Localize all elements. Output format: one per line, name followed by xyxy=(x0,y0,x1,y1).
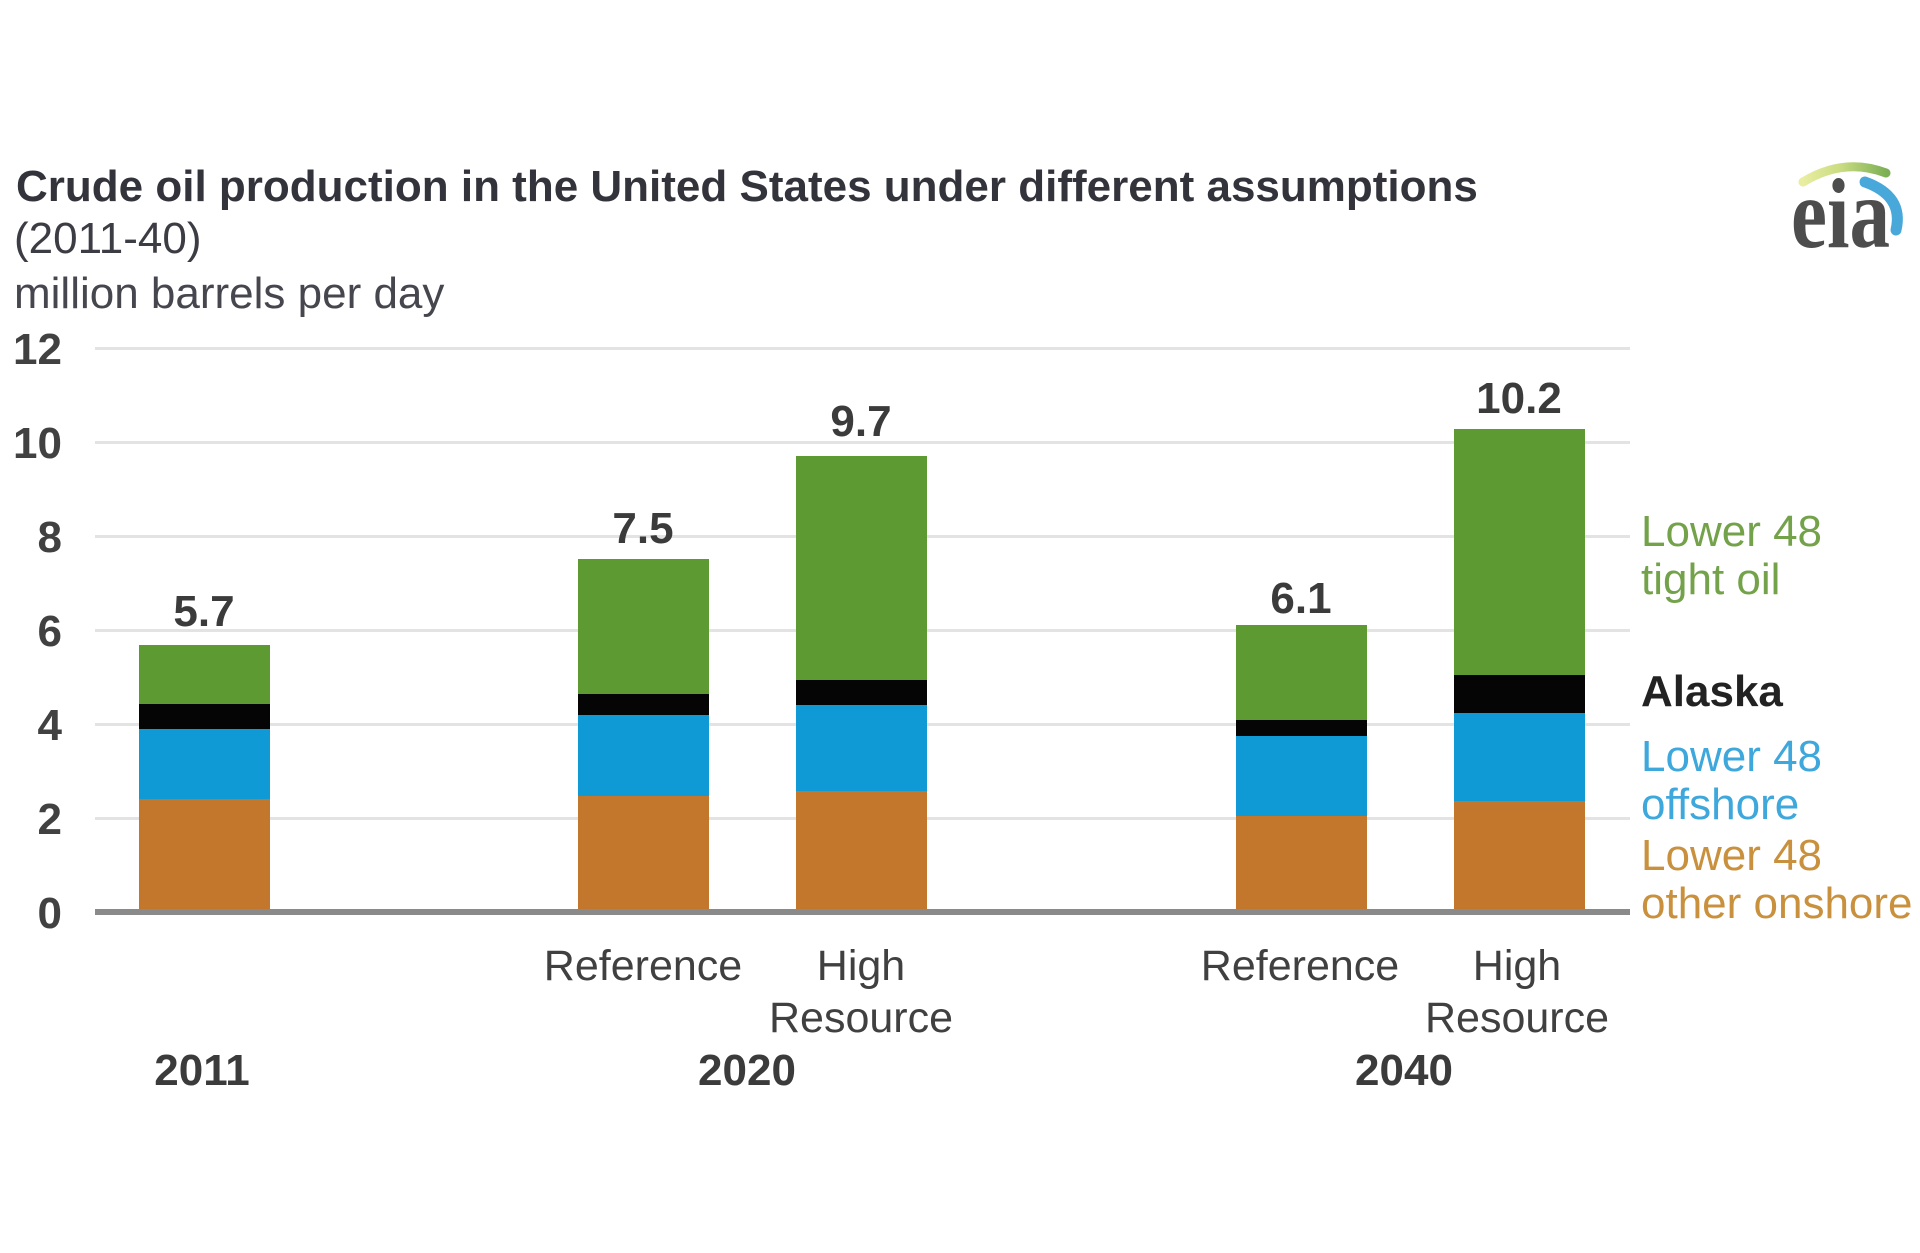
svg-text:eia: eia xyxy=(1791,158,1890,260)
